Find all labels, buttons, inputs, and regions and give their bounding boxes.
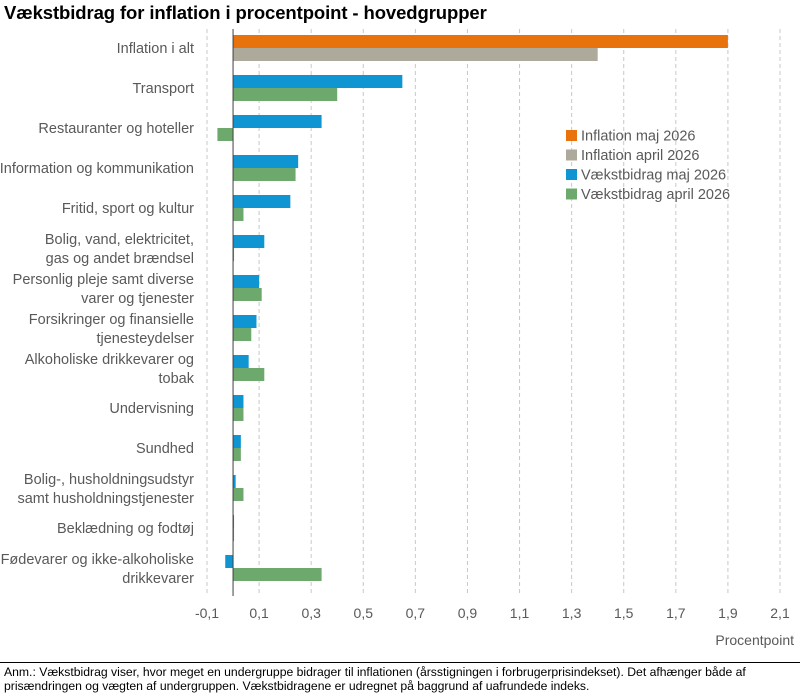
category-label: Fritid, sport og kultur: [62, 201, 194, 217]
bar: [233, 568, 322, 581]
bar: [233, 35, 728, 48]
bar: [233, 115, 322, 128]
category-label: Transport: [132, 81, 194, 97]
category-label: Bolig-, husholdningsudstyr samt husholdni…: [17, 472, 194, 507]
bar: [233, 448, 241, 461]
bar: [233, 488, 244, 501]
x-axis-title: Procentpoint: [715, 632, 794, 648]
bar: [233, 275, 260, 288]
bar: [225, 555, 234, 568]
x-tick-label: -0,1: [195, 605, 219, 621]
bar: [233, 235, 265, 248]
bar: [233, 368, 265, 381]
x-tick-label: 2,1: [770, 605, 790, 621]
legend-label: Inflation maj 2026: [581, 129, 695, 145]
bar: [233, 355, 249, 368]
category-label: Restauranter og hoteller: [38, 121, 194, 137]
bar: [233, 48, 598, 61]
footnote: Anm.: Vækstbidrag viser, hvor meget en u…: [4, 665, 746, 693]
legend-label: Vækstbidrag april 2026: [581, 187, 730, 203]
bar: [233, 75, 403, 88]
category-label: Undervisning: [109, 401, 194, 417]
category-labels: Inflation i alt Transport Restauranter og …: [0, 41, 195, 587]
tick-labels: -0,1 0,1 0,3 0,5 0,7 0,9 1,1 1,3 1,5 1,7 1,9 2,1: [195, 605, 790, 621]
category-label: Inflation i alt: [117, 41, 194, 57]
bar: [233, 155, 299, 168]
bar: [233, 168, 296, 181]
category-label: Bolig, vand, elektricitet, gas og andet b…: [45, 232, 194, 267]
category-label: Fødevarer og ikke-alkoholiske drikkevarer: [1, 552, 195, 587]
category-label: Forsikringer og finansielle tjenesteydels…: [29, 312, 194, 347]
bar: [233, 408, 244, 421]
bar: [233, 475, 236, 488]
x-tick-label: 0,7: [406, 605, 426, 621]
x-tick-label: 1,7: [666, 605, 686, 621]
bar: [233, 315, 257, 328]
x-tick-label: 0,5: [354, 605, 374, 621]
x-tick-label: 1,1: [510, 605, 530, 621]
x-tick-label: 0,9: [458, 605, 478, 621]
chart-title: Vækstbidrag for inflation i procentpoint…: [4, 2, 487, 23]
bar: [217, 128, 234, 141]
legend-swatch: [566, 130, 577, 141]
bar: [233, 88, 338, 101]
bar: [233, 195, 291, 208]
x-tick-label: 1,9: [718, 605, 738, 621]
bar-chart: Inflation i alt Transport Restauranter og …: [0, 29, 794, 648]
x-tick-label: 1,5: [614, 605, 634, 621]
category-label: Alkoholiske drikkevarer og tobak: [25, 352, 195, 387]
legend-swatch: [566, 169, 577, 180]
category-label: Sundhed: [136, 441, 194, 457]
x-tick-label: 1,3: [562, 605, 582, 621]
category-label: Personlig pleje samt diverse varer og tje…: [13, 272, 195, 307]
footer-divider: [0, 662, 800, 663]
gridlines: [206, 29, 781, 596]
bar: [233, 435, 241, 448]
bars: [217, 35, 728, 581]
legend-label: Inflation april 2026: [581, 148, 700, 164]
legend-label: Vækstbidrag maj 2026: [581, 168, 726, 184]
category-label: Beklædning og fodtøj: [57, 521, 194, 537]
bar: [233, 328, 252, 341]
x-tick-label: 0,3: [301, 605, 321, 621]
bar: [233, 208, 244, 221]
bar: [233, 288, 262, 301]
bar: [233, 395, 244, 408]
legend-swatch: [566, 149, 577, 161]
x-tick-label: 0,1: [249, 605, 269, 621]
legend: Inflation maj 2026 Inflation april 2026 Væ…: [566, 129, 730, 203]
category-label: Information og kommunikation: [0, 161, 194, 177]
legend-swatch: [566, 188, 577, 200]
